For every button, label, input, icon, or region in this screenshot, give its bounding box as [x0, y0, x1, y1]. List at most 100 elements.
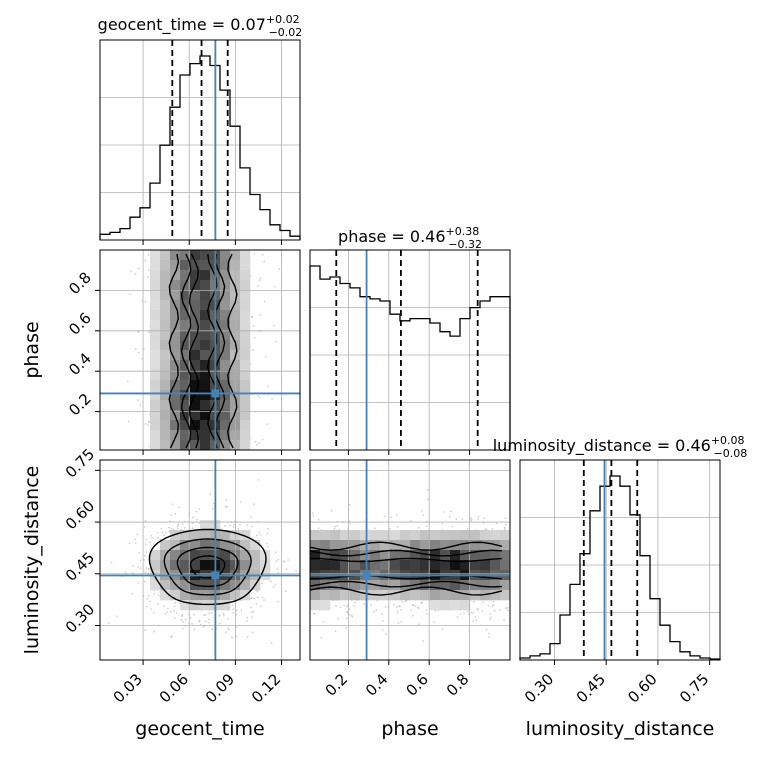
density-cell	[380, 560, 391, 571]
sample-point	[252, 349, 255, 352]
sample-point	[255, 602, 258, 605]
density-cell	[180, 400, 191, 411]
density-cell	[360, 560, 371, 571]
sample-point	[266, 532, 269, 535]
sample-point	[183, 527, 186, 529]
density-cell	[310, 530, 321, 541]
density-cell	[330, 590, 341, 601]
density-cell	[240, 420, 251, 431]
density-cell	[310, 590, 321, 601]
sample-point	[455, 518, 458, 521]
density-cell	[180, 260, 191, 271]
density-cell	[160, 350, 171, 361]
sample-point	[266, 423, 269, 426]
density-cell	[490, 590, 501, 601]
sample-point	[346, 610, 348, 613]
sample-point	[477, 609, 479, 611]
sample-point	[333, 527, 336, 530]
sample-point	[317, 518, 320, 521]
sample-point	[270, 642, 273, 644]
x-tick-label: 0.06	[156, 670, 192, 706]
density-cell	[200, 290, 211, 301]
density-cell	[200, 550, 211, 561]
sample-point	[385, 633, 387, 636]
sample-point	[163, 534, 166, 537]
sample-point	[178, 506, 181, 509]
sample-point	[252, 597, 255, 600]
density-cell	[190, 590, 201, 601]
sample-point	[145, 538, 148, 541]
sample-point	[505, 607, 507, 610]
sample-point	[276, 568, 278, 570]
density-cell	[180, 330, 191, 341]
sample-point	[488, 632, 490, 635]
sample-point	[193, 628, 196, 631]
sample-point	[156, 531, 159, 534]
sample-point	[144, 571, 147, 574]
sample-point	[218, 614, 221, 617]
density-cell	[380, 530, 391, 541]
sample-point	[198, 508, 201, 510]
sample-point	[363, 603, 365, 605]
sample-point	[174, 601, 177, 604]
sample-point	[223, 525, 226, 527]
density-cell	[220, 320, 231, 331]
sample-point	[493, 609, 496, 612]
sample-point	[144, 519, 147, 522]
sample-point	[225, 631, 227, 634]
sample-point	[208, 612, 211, 614]
sample-point	[146, 597, 149, 600]
sample-point	[372, 611, 375, 613]
sample-point	[370, 604, 373, 606]
density-cell	[240, 320, 251, 331]
density-cell	[150, 320, 161, 331]
density-cell	[190, 400, 201, 411]
sample-point	[272, 324, 275, 327]
y-axis-label-luminosity-distance: luminosity_distance	[21, 466, 43, 655]
sample-point	[506, 609, 509, 612]
sample-point	[170, 527, 173, 530]
density-cell	[400, 530, 411, 541]
histogram-geocent-time	[99, 55, 301, 240]
density-cell	[190, 370, 201, 381]
sample-point	[313, 612, 315, 615]
sample-point	[418, 527, 420, 529]
sample-point	[395, 605, 398, 608]
density-cell	[460, 580, 471, 591]
histogram-phase	[309, 265, 511, 450]
sample-point	[144, 300, 147, 303]
sample-point	[261, 438, 264, 441]
density-cell	[180, 300, 191, 311]
density-cell	[170, 590, 181, 601]
density-cell	[180, 310, 191, 321]
sample-point	[235, 626, 238, 628]
density-cell	[160, 290, 171, 301]
density-cell	[220, 310, 231, 321]
sample-point	[254, 440, 257, 443]
density-cell	[170, 430, 181, 441]
contour-line	[206, 253, 218, 449]
sample-point	[348, 608, 351, 610]
density-cell	[480, 560, 491, 571]
density-cell	[430, 560, 441, 571]
sample-point	[396, 612, 399, 614]
density-cell	[190, 380, 201, 391]
sample-point	[139, 559, 142, 562]
sample-point	[277, 558, 280, 561]
sample-point	[246, 524, 249, 527]
sample-point	[257, 395, 260, 397]
sample-point	[250, 525, 253, 528]
truth-marker	[211, 571, 220, 580]
sample-point	[246, 616, 248, 619]
sample-point	[334, 525, 336, 528]
density-cell	[220, 430, 231, 441]
contour-line	[176, 546, 239, 587]
density-cell	[410, 550, 421, 561]
sample-point	[395, 513, 398, 516]
sample-point	[150, 534, 153, 537]
contour-line	[168, 253, 180, 449]
sample-point	[375, 609, 378, 612]
sample-point	[200, 623, 202, 626]
density-cell	[170, 560, 181, 571]
y-tick-label: 0.60	[62, 497, 98, 533]
